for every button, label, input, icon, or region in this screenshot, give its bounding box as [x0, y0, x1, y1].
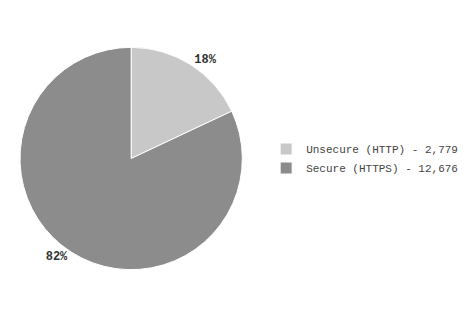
- svg-text:18%: 18%: [194, 53, 216, 67]
- svg-text:82%: 82%: [46, 250, 68, 264]
- svg-text:Secure (HTTPS) - 12,676: Secure (HTTPS) - 12,676: [306, 163, 458, 175]
- svg-text:Unsecure (HTTP) - 2,779: Unsecure (HTTP) - 2,779: [306, 144, 458, 156]
